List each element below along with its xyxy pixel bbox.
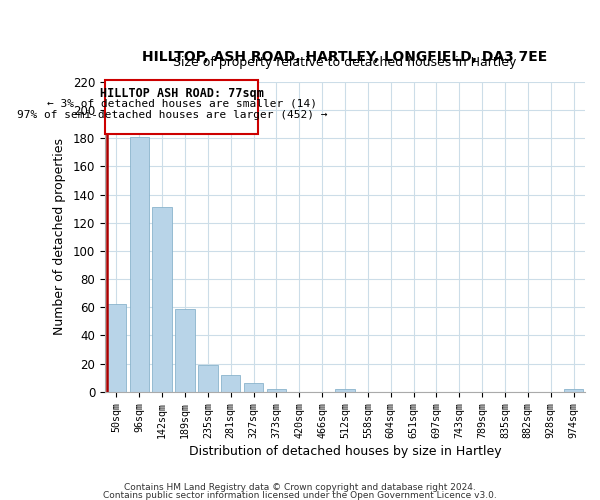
Bar (175, 308, 194, 392)
Text: Size of property relative to detached houses in Hartley: Size of property relative to detached ho… (173, 56, 517, 70)
Text: Contains public sector information licensed under the Open Government Licence v3: Contains public sector information licen… (103, 491, 497, 500)
Bar (564, 389, 583, 392)
Bar (335, 389, 355, 392)
Text: HILLTOP ASH ROAD: 77sqm: HILLTOP ASH ROAD: 77sqm (100, 88, 263, 101)
Bar (198, 365, 218, 392)
Bar (244, 384, 263, 392)
X-axis label: Distribution of detached houses by size in Hartley: Distribution of detached houses by size … (188, 444, 501, 458)
Text: 97% of semi-detached houses are larger (452) →: 97% of semi-detached houses are larger (… (17, 110, 328, 120)
Bar (221, 375, 241, 392)
Text: ← 3% of detached houses are smaller (14): ← 3% of detached houses are smaller (14) (47, 98, 317, 108)
Bar (266, 389, 286, 392)
Bar (152, 207, 172, 392)
Y-axis label: Number of detached properties: Number of detached properties (53, 138, 66, 336)
FancyBboxPatch shape (105, 80, 258, 134)
Title: HILLTOP, ASH ROAD, HARTLEY, LONGFIELD, DA3 7EE: HILLTOP, ASH ROAD, HARTLEY, LONGFIELD, D… (142, 50, 548, 64)
Text: Contains HM Land Registry data © Crown copyright and database right 2024.: Contains HM Land Registry data © Crown c… (124, 484, 476, 492)
Bar (130, 137, 149, 392)
Bar (107, 304, 126, 392)
